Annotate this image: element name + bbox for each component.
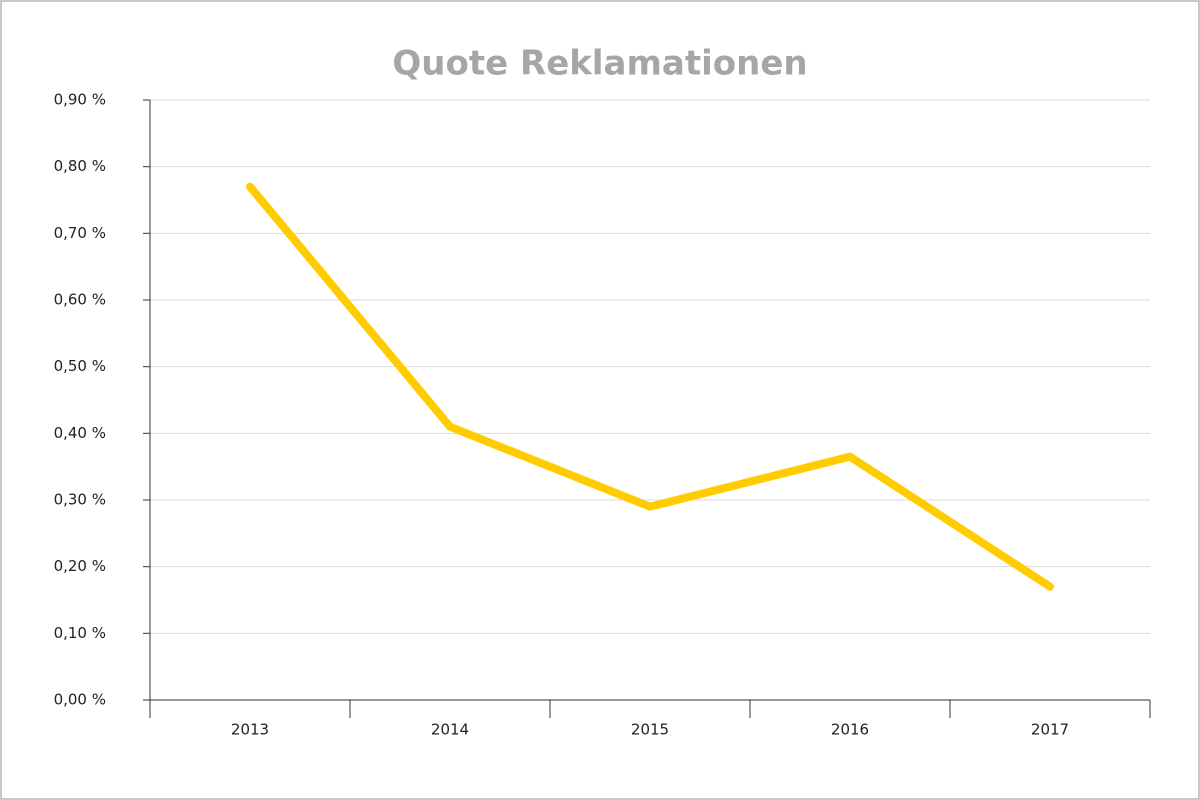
x-tick-label: 2017	[1031, 721, 1069, 739]
y-tick-label: 0,00 %	[54, 691, 106, 709]
y-tick-label: 0,80 %	[54, 157, 106, 175]
x-tick-label: 2016	[831, 721, 869, 739]
y-tick-label: 0,50 %	[54, 357, 106, 375]
data-line	[246, 182, 1054, 591]
y-tick-label: 0,30 %	[54, 491, 106, 509]
y-tick-label: 0,20 %	[54, 557, 106, 575]
y-tick-label: 0,10 %	[54, 624, 106, 642]
chart-title: Quote Reklamationen	[392, 44, 807, 84]
y-tick-label: 0,70 %	[54, 224, 106, 242]
x-tick-label: 2013	[231, 721, 269, 739]
x-tick-label: 2014	[431, 721, 469, 739]
y-tick-label: 0,90 %	[54, 91, 106, 109]
y-tick-label: 0,40 %	[54, 424, 106, 442]
x-tick-label: 2015	[631, 721, 669, 739]
y-tick-label: 0,60 %	[54, 291, 106, 309]
